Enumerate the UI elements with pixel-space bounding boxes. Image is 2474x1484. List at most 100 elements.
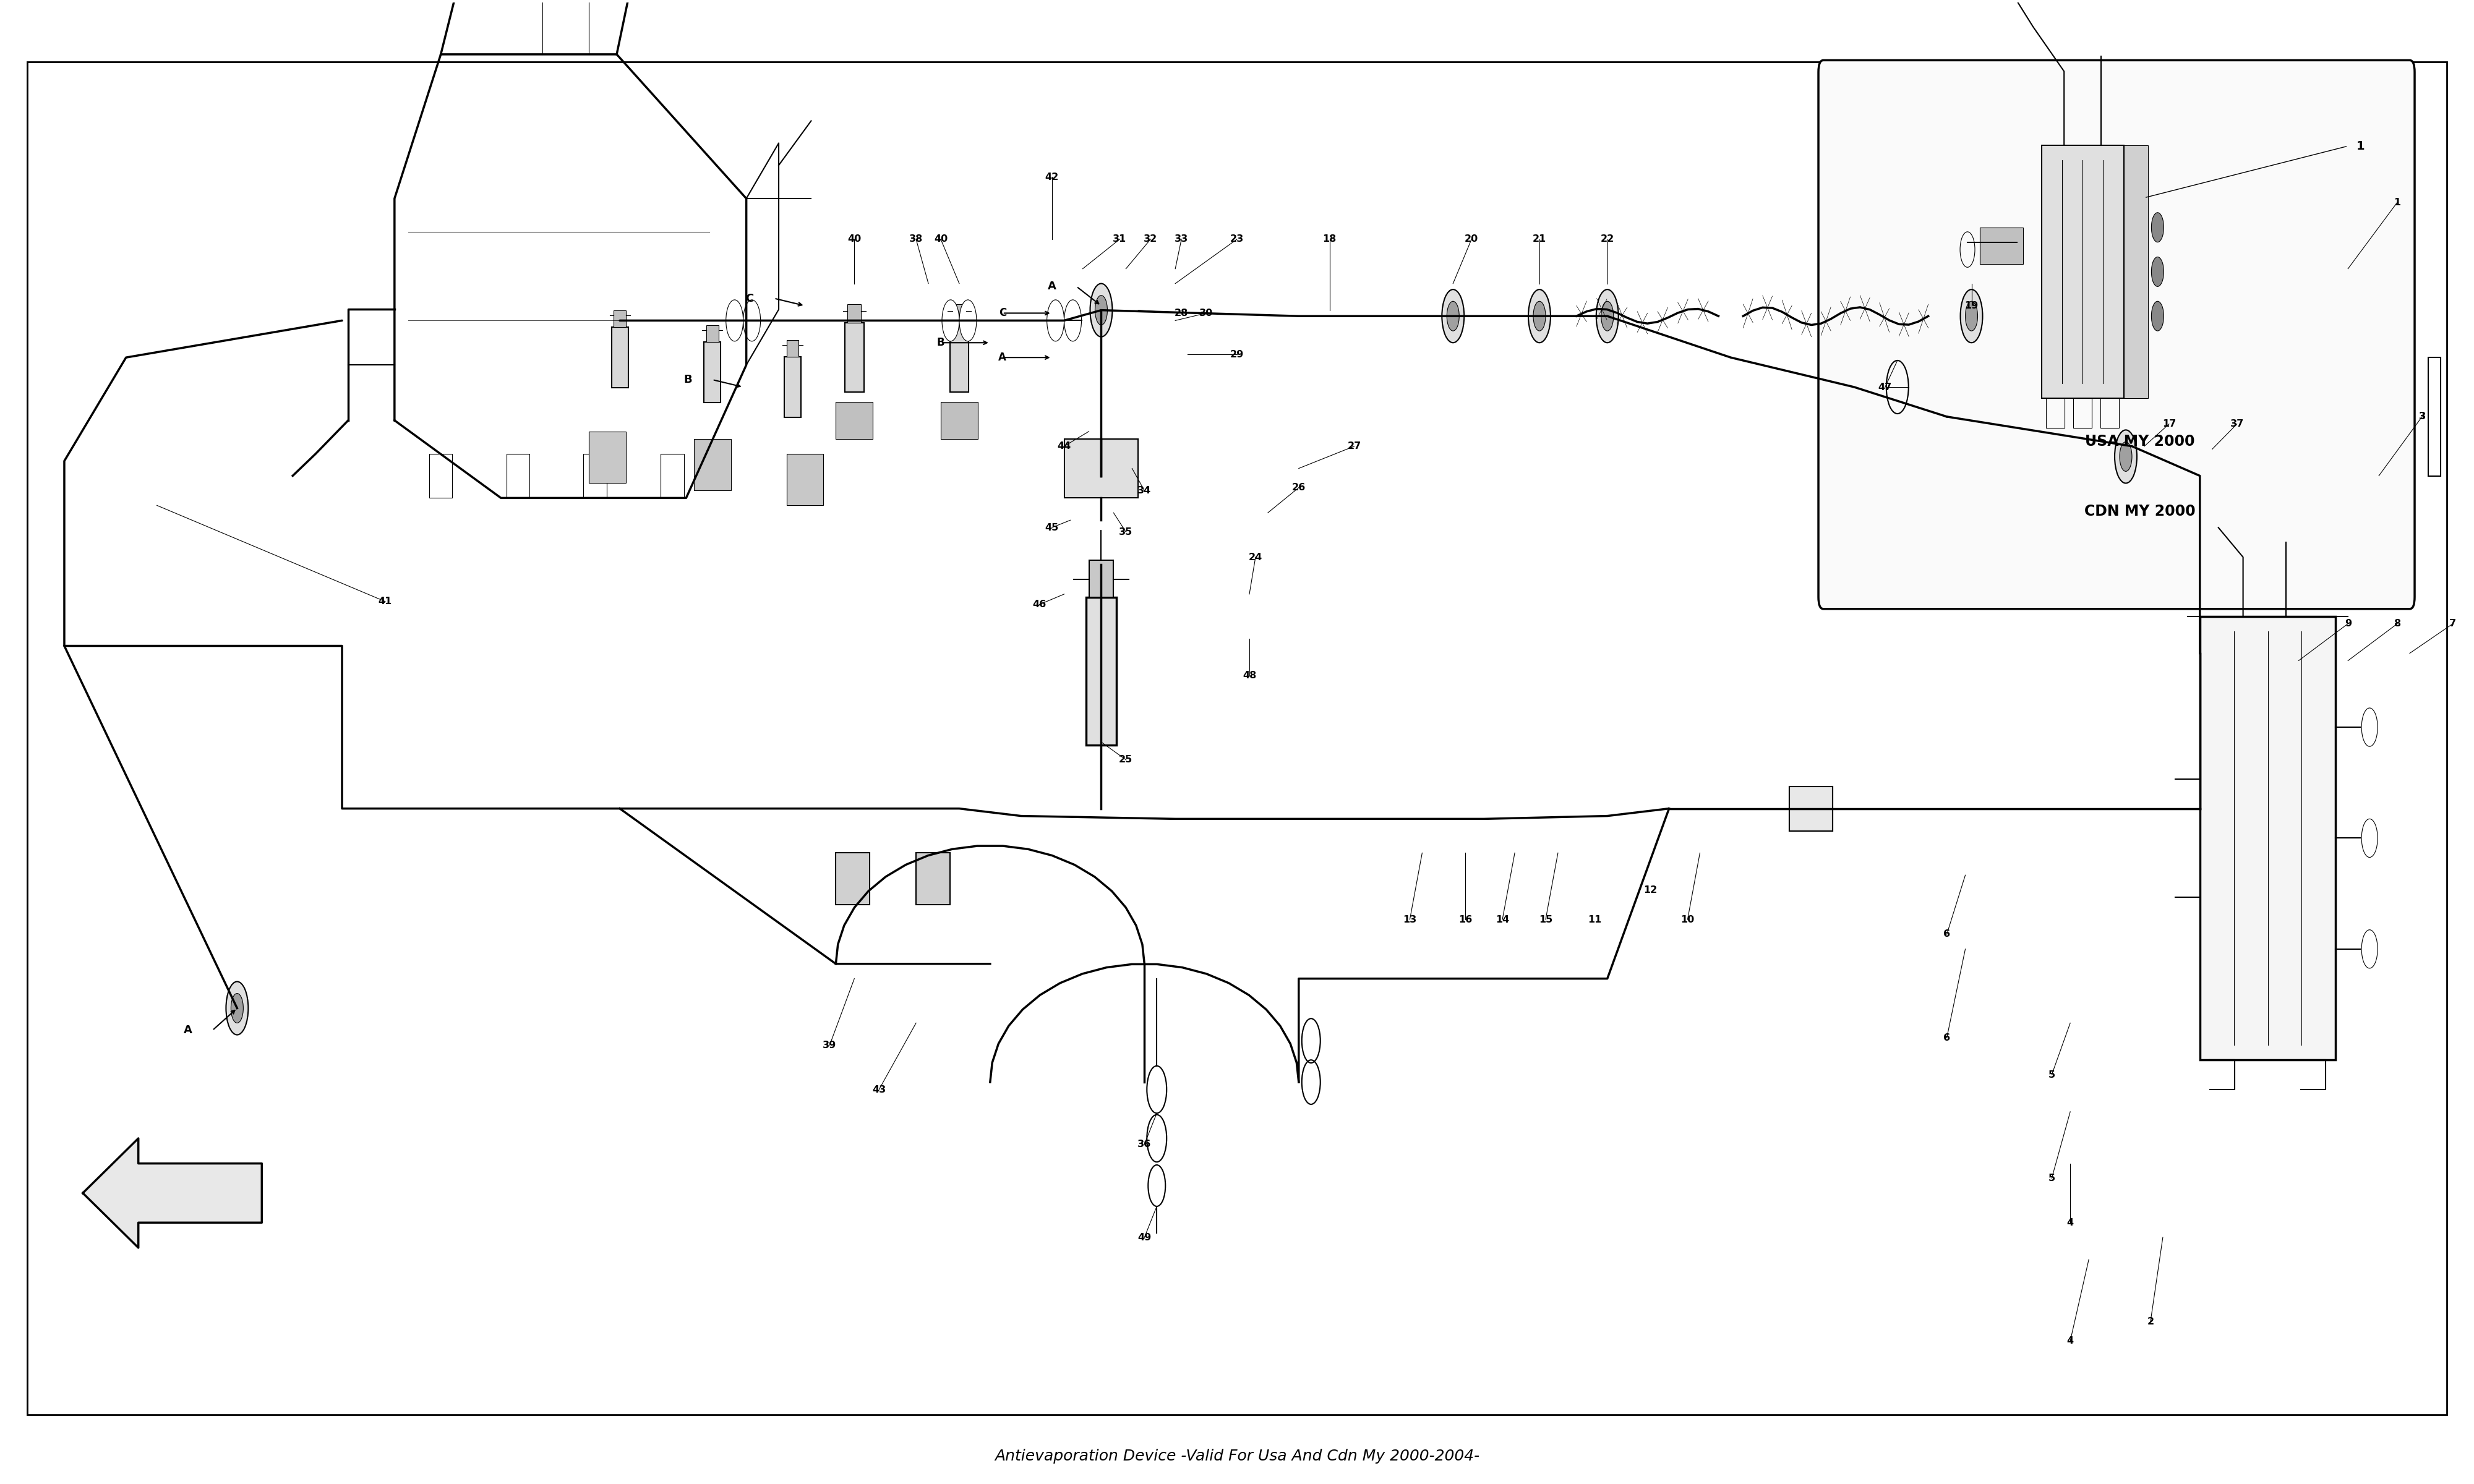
Text: 41: 41 xyxy=(379,597,391,605)
Text: 7: 7 xyxy=(2449,619,2457,628)
Circle shape xyxy=(1534,301,1546,331)
Circle shape xyxy=(1596,289,1618,343)
Bar xyxy=(787,454,824,506)
Bar xyxy=(614,310,626,326)
Bar xyxy=(428,454,453,499)
Bar xyxy=(2123,145,2147,398)
Bar xyxy=(2199,616,2335,1060)
Bar xyxy=(611,326,628,387)
Polygon shape xyxy=(82,1138,262,1248)
Text: 36: 36 xyxy=(1138,1140,1150,1149)
Text: 8: 8 xyxy=(2395,619,2400,628)
Bar xyxy=(836,853,871,905)
Bar xyxy=(1979,227,2024,264)
Circle shape xyxy=(1447,301,1460,331)
Bar xyxy=(2427,358,2439,476)
Text: 14: 14 xyxy=(1494,914,1509,925)
Text: 16: 16 xyxy=(1460,914,1472,925)
Bar xyxy=(1064,439,1138,499)
Text: 29: 29 xyxy=(1230,350,1244,359)
Circle shape xyxy=(2115,430,2138,484)
Text: 46: 46 xyxy=(1032,600,1047,608)
Text: 17: 17 xyxy=(2162,420,2175,429)
Text: 27: 27 xyxy=(1348,442,1361,451)
Circle shape xyxy=(725,300,742,341)
Text: 13: 13 xyxy=(1403,914,1418,925)
Text: USA MY 2000: USA MY 2000 xyxy=(2086,435,2194,450)
Text: 5: 5 xyxy=(2048,1174,2056,1183)
Text: 40: 40 xyxy=(933,234,948,243)
Text: 28: 28 xyxy=(1175,309,1188,318)
Circle shape xyxy=(2152,257,2165,286)
Circle shape xyxy=(943,300,960,341)
Text: 42: 42 xyxy=(1044,172,1059,181)
Circle shape xyxy=(225,981,247,1034)
Text: B: B xyxy=(938,337,945,349)
Text: 32: 32 xyxy=(1143,234,1158,243)
Text: 30: 30 xyxy=(1200,309,1212,318)
Bar xyxy=(1089,559,1113,597)
Circle shape xyxy=(1529,289,1551,343)
Text: 10: 10 xyxy=(1680,914,1695,925)
Text: 43: 43 xyxy=(873,1085,886,1094)
Text: 1: 1 xyxy=(2395,197,2400,206)
Text: 5: 5 xyxy=(2048,1070,2056,1079)
Text: 20: 20 xyxy=(1465,234,1479,243)
Text: 48: 48 xyxy=(1242,671,1257,680)
Text: 6: 6 xyxy=(1945,929,1950,939)
Bar xyxy=(950,324,970,392)
Text: 37: 37 xyxy=(2229,420,2244,429)
Bar xyxy=(784,356,802,417)
Text: 49: 49 xyxy=(1138,1233,1150,1242)
Bar xyxy=(589,432,626,484)
Text: 23: 23 xyxy=(1230,234,1244,243)
Bar xyxy=(661,454,683,499)
Text: 45: 45 xyxy=(1044,522,1059,533)
Text: 4: 4 xyxy=(2066,1336,2073,1346)
Circle shape xyxy=(742,300,760,341)
Text: 12: 12 xyxy=(1643,886,1658,895)
Circle shape xyxy=(230,993,242,1022)
Text: 3: 3 xyxy=(2420,413,2425,421)
Bar xyxy=(705,341,720,402)
FancyBboxPatch shape xyxy=(1818,61,2415,608)
Bar xyxy=(708,325,717,341)
Circle shape xyxy=(1964,301,1977,331)
Bar xyxy=(915,853,950,905)
Bar xyxy=(940,402,977,439)
Text: 40: 40 xyxy=(849,234,861,243)
Text: CDN MY 2000: CDN MY 2000 xyxy=(2086,505,2194,519)
Circle shape xyxy=(2152,212,2165,242)
Text: 47: 47 xyxy=(1878,383,1893,392)
Circle shape xyxy=(1047,300,1064,341)
Text: 15: 15 xyxy=(1539,914,1554,925)
Text: 38: 38 xyxy=(908,234,923,243)
Circle shape xyxy=(1091,283,1113,337)
Circle shape xyxy=(1601,301,1613,331)
Text: 22: 22 xyxy=(1601,234,1613,243)
Text: 4: 4 xyxy=(2066,1218,2073,1227)
Bar xyxy=(584,454,606,499)
Bar xyxy=(836,402,873,439)
Bar xyxy=(849,304,861,324)
Text: 44: 44 xyxy=(1056,442,1071,451)
Text: 6: 6 xyxy=(1945,1033,1950,1042)
Bar xyxy=(952,304,965,324)
Text: 31: 31 xyxy=(1113,234,1126,243)
Text: 25: 25 xyxy=(1118,755,1133,764)
Bar xyxy=(846,324,863,392)
Text: B: B xyxy=(683,374,693,386)
Text: A: A xyxy=(183,1025,193,1036)
Text: 2: 2 xyxy=(2147,1318,2155,1327)
Text: 18: 18 xyxy=(1324,234,1336,243)
Text: 9: 9 xyxy=(2345,619,2350,628)
Text: Antievaporation Device -Valid For Usa And Cdn My 2000-2004-: Antievaporation Device -Valid For Usa An… xyxy=(995,1448,1479,1463)
Text: C: C xyxy=(745,292,755,304)
Circle shape xyxy=(1959,289,1982,343)
Bar xyxy=(1086,597,1116,745)
Bar xyxy=(1789,787,1833,831)
Text: 26: 26 xyxy=(1291,482,1306,493)
Text: 24: 24 xyxy=(1249,552,1262,562)
Circle shape xyxy=(1096,295,1108,325)
Text: A: A xyxy=(1047,280,1056,292)
